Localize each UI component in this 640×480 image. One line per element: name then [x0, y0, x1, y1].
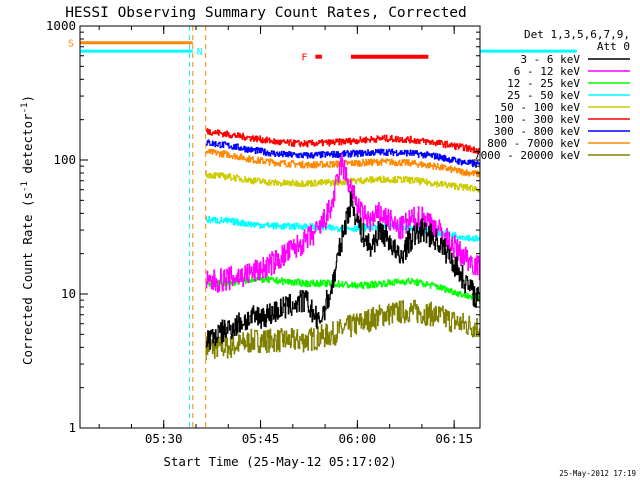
legend-label-3-6-kev: 3 - 6 keV	[520, 53, 580, 66]
y-axis-label-sup2: -1	[20, 103, 30, 114]
plot-frame	[79, 25, 481, 429]
y-tick-label: 1	[68, 420, 76, 435]
footer-timestamp: 25-May-2012 17:19	[559, 469, 636, 478]
flag-layer: S N F	[68, 39, 429, 64]
legend-header-detectors: Det 1,3,5,6,7,9,	[524, 28, 630, 41]
series-line-6-12-kev	[205, 153, 480, 293]
x-axis-label: Start Time (25-May-12 05:17:02)	[163, 454, 396, 469]
legend-label-6-12-kev: 6 - 12 keV	[514, 65, 581, 78]
legend-label-800-7000-kev: 800 - 7000 keV	[487, 137, 580, 150]
x-tick-label: 06:15	[435, 431, 473, 446]
legend-header-attenuator: Att 0	[597, 40, 630, 53]
chart-title: HESSI Observing Summary Count Rates, Cor…	[65, 5, 467, 21]
x-tick-label: 06:00	[339, 431, 377, 446]
legend-label-12-25-kev: 12 - 25 keV	[507, 77, 580, 90]
x-tick-label: 05:45	[242, 431, 280, 446]
y-axis-label-end: )	[20, 95, 35, 103]
y-tick-label: 100	[53, 152, 76, 167]
series-line-300-800-kev	[205, 139, 480, 169]
legend-label-300-800-kev: 300 - 800 keV	[494, 125, 580, 138]
axis-layer: 05:30 05:45 06:00 06:15 1 10 100 1000	[46, 18, 480, 446]
flag-label-f: F	[301, 53, 307, 64]
series-line-12-25-kev	[205, 275, 480, 302]
series-line-800-7000-kev	[205, 148, 480, 178]
y-tick-label: 10	[61, 286, 76, 301]
legend-label-50-100-kev: 50 - 100 keV	[501, 101, 581, 114]
y-axis-label: Corrected Count Rate (s-1 detector-1)	[20, 95, 35, 365]
series-line-100-300-kev	[205, 128, 480, 154]
y-axis-label-main: Corrected Count Rate (s	[20, 192, 35, 365]
flag-label-n: N	[197, 47, 203, 58]
series-layer	[205, 128, 480, 360]
legend-label-100-300-kev: 100 - 300 keV	[494, 113, 580, 126]
y-axis-label-mid: detector	[20, 113, 35, 181]
y-tick-label: 1000	[46, 18, 76, 33]
flag-label-s: S	[68, 39, 74, 50]
series-line-3-6-kev	[205, 191, 480, 350]
legend-label-25-50-kev: 25 - 50 keV	[507, 89, 580, 102]
y-axis-label-sup1: -1	[20, 181, 30, 192]
x-tick-label: 05:30	[145, 431, 183, 446]
series-line-7000-20000-kev	[205, 299, 480, 360]
time-marker-layer	[189, 26, 577, 428]
series-line-50-100-kev	[205, 170, 480, 193]
legend-label-7000-20000-kev: 7000 - 20000 keV	[474, 149, 580, 162]
